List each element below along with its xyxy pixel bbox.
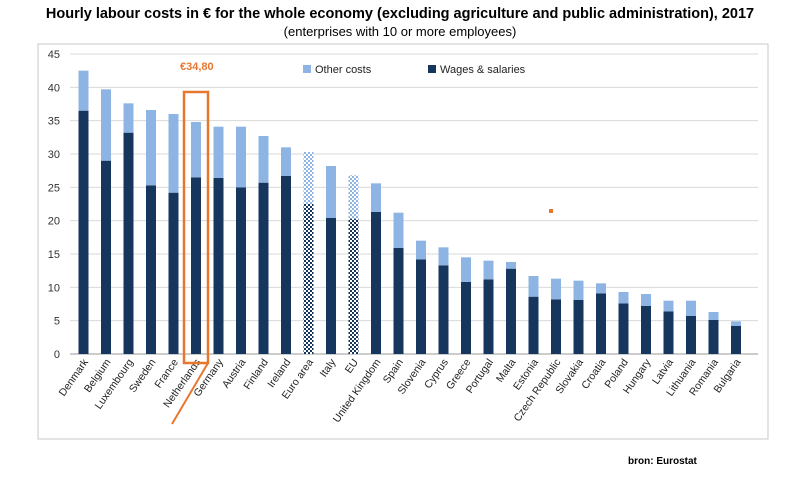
plot-frame <box>37 43 769 440</box>
y-tick-label: 25 <box>48 182 60 194</box>
bar-other-romania <box>708 312 719 320</box>
bar-wages-austria <box>236 187 246 354</box>
legend-label-other-costs: Other costs <box>315 64 372 76</box>
annotation-highlight-box <box>182 90 210 365</box>
bar-wages-romania <box>708 320 719 354</box>
y-tick-label: 30 <box>48 149 60 161</box>
x-tick-label: EU <box>343 357 361 376</box>
bar-wages-spain <box>393 248 404 354</box>
bar-other-estonia <box>528 276 539 297</box>
chart-title: Hourly labour costs in € for the whole e… <box>45 6 755 22</box>
bar-other-finland <box>258 136 269 183</box>
bar-other-germany <box>213 126 224 178</box>
bar-wages-czech-republic <box>551 299 561 354</box>
y-tick-label: 15 <box>48 249 60 261</box>
bar-wages-belgium <box>101 160 111 354</box>
bar-wages-lithuania <box>686 316 696 354</box>
bar-wages-united-kingdom <box>371 212 381 354</box>
bar-other-luxembourg <box>123 103 134 133</box>
bar-other-greece <box>461 257 471 282</box>
bar-wages-finland <box>258 182 269 354</box>
bar-wages-slovenia <box>416 259 426 354</box>
bar-other-netherlands <box>191 122 201 178</box>
bar-wages-france <box>168 192 179 354</box>
bar-wages-portugal <box>483 279 494 354</box>
y-tick-label: 20 <box>48 216 60 228</box>
bar-other-croatia <box>596 283 606 294</box>
legend-label-wages: Wages & salaries <box>440 64 526 76</box>
y-tick-label: 35 <box>48 116 60 128</box>
annotation-marker-dot <box>549 209 553 213</box>
bar-wages-bulgaria <box>731 326 741 354</box>
legend: Other costs Wages & salaries <box>303 64 526 76</box>
bars <box>78 70 741 355</box>
bar-other-eu <box>348 175 359 219</box>
bar-other-italy <box>326 166 336 218</box>
x-tick-label: Croatia <box>579 357 608 392</box>
bar-wages-denmark <box>78 110 89 355</box>
bar-wages-malta <box>506 268 516 354</box>
y-tick-label: 5 <box>54 316 60 328</box>
annotation: €34,80 <box>171 61 553 425</box>
y-tick-label: 45 <box>48 49 60 61</box>
bar-other-euro-area <box>303 152 314 204</box>
bar-wages-greece <box>461 282 471 354</box>
bar-other-cyprus <box>438 247 449 266</box>
annotation-label: €34,80 <box>180 61 214 73</box>
bar-other-belgium <box>101 89 111 161</box>
chart-subtitle: (enterprises with 10 or more employees) <box>283 24 517 39</box>
bar-other-portugal <box>483 260 494 280</box>
bar-wages-eu <box>348 218 359 354</box>
bar-other-poland <box>618 292 629 304</box>
bar-other-slovakia <box>573 280 584 300</box>
bar-other-slovenia <box>416 240 426 260</box>
legend-swatch-wages <box>428 65 436 73</box>
bar-wages-poland <box>618 303 629 354</box>
bar-wages-ireland <box>281 176 291 354</box>
bar-other-denmark <box>78 70 89 111</box>
bar-wages-hungary <box>641 306 651 354</box>
bar-other-bulgaria <box>731 321 741 326</box>
bar-wages-cyprus <box>438 265 449 354</box>
x-tick-label: Denmark <box>57 356 92 398</box>
bar-other-austria <box>236 126 246 188</box>
bar-other-sweden <box>146 110 156 186</box>
y-axis: 0 5 10 15 20 25 30 35 40 45 <box>48 49 60 361</box>
bar-other-spain <box>393 212 404 248</box>
bar-wages-latvia <box>663 311 674 354</box>
bar-other-latvia <box>663 300 674 312</box>
bar-other-hungary <box>641 294 651 306</box>
bar-other-malta <box>506 262 516 269</box>
y-tick-label: 0 <box>54 349 60 361</box>
bar-wages-estonia <box>528 296 539 354</box>
bar-other-united-kingdom <box>371 183 381 212</box>
y-tick-label: 40 <box>48 82 60 94</box>
bar-wages-slovakia <box>573 300 584 354</box>
bar-wages-euro-area <box>303 204 314 354</box>
source-note: bron: Eurostat <box>628 456 697 467</box>
x-tick-label: Italy <box>318 356 339 379</box>
bar-wages-germany <box>213 178 224 354</box>
y-tick-label: 10 <box>48 282 60 294</box>
bar-wages-sweden <box>146 185 156 354</box>
bar-wages-netherlands <box>191 177 201 354</box>
bar-other-czech-republic <box>551 278 561 300</box>
bar-wages-croatia <box>596 293 606 354</box>
bar-other-france <box>168 114 179 193</box>
x-axis-labels: DenmarkBelgiumLuxembourgSwedenFranceNeth… <box>57 356 744 425</box>
legend-swatch-other-costs <box>303 65 311 73</box>
bar-other-ireland <box>281 147 291 176</box>
bar-wages-luxembourg <box>123 132 134 354</box>
annotation-pointer-line <box>171 362 209 425</box>
bar-wages-italy <box>326 218 336 354</box>
bar-other-lithuania <box>686 300 696 316</box>
